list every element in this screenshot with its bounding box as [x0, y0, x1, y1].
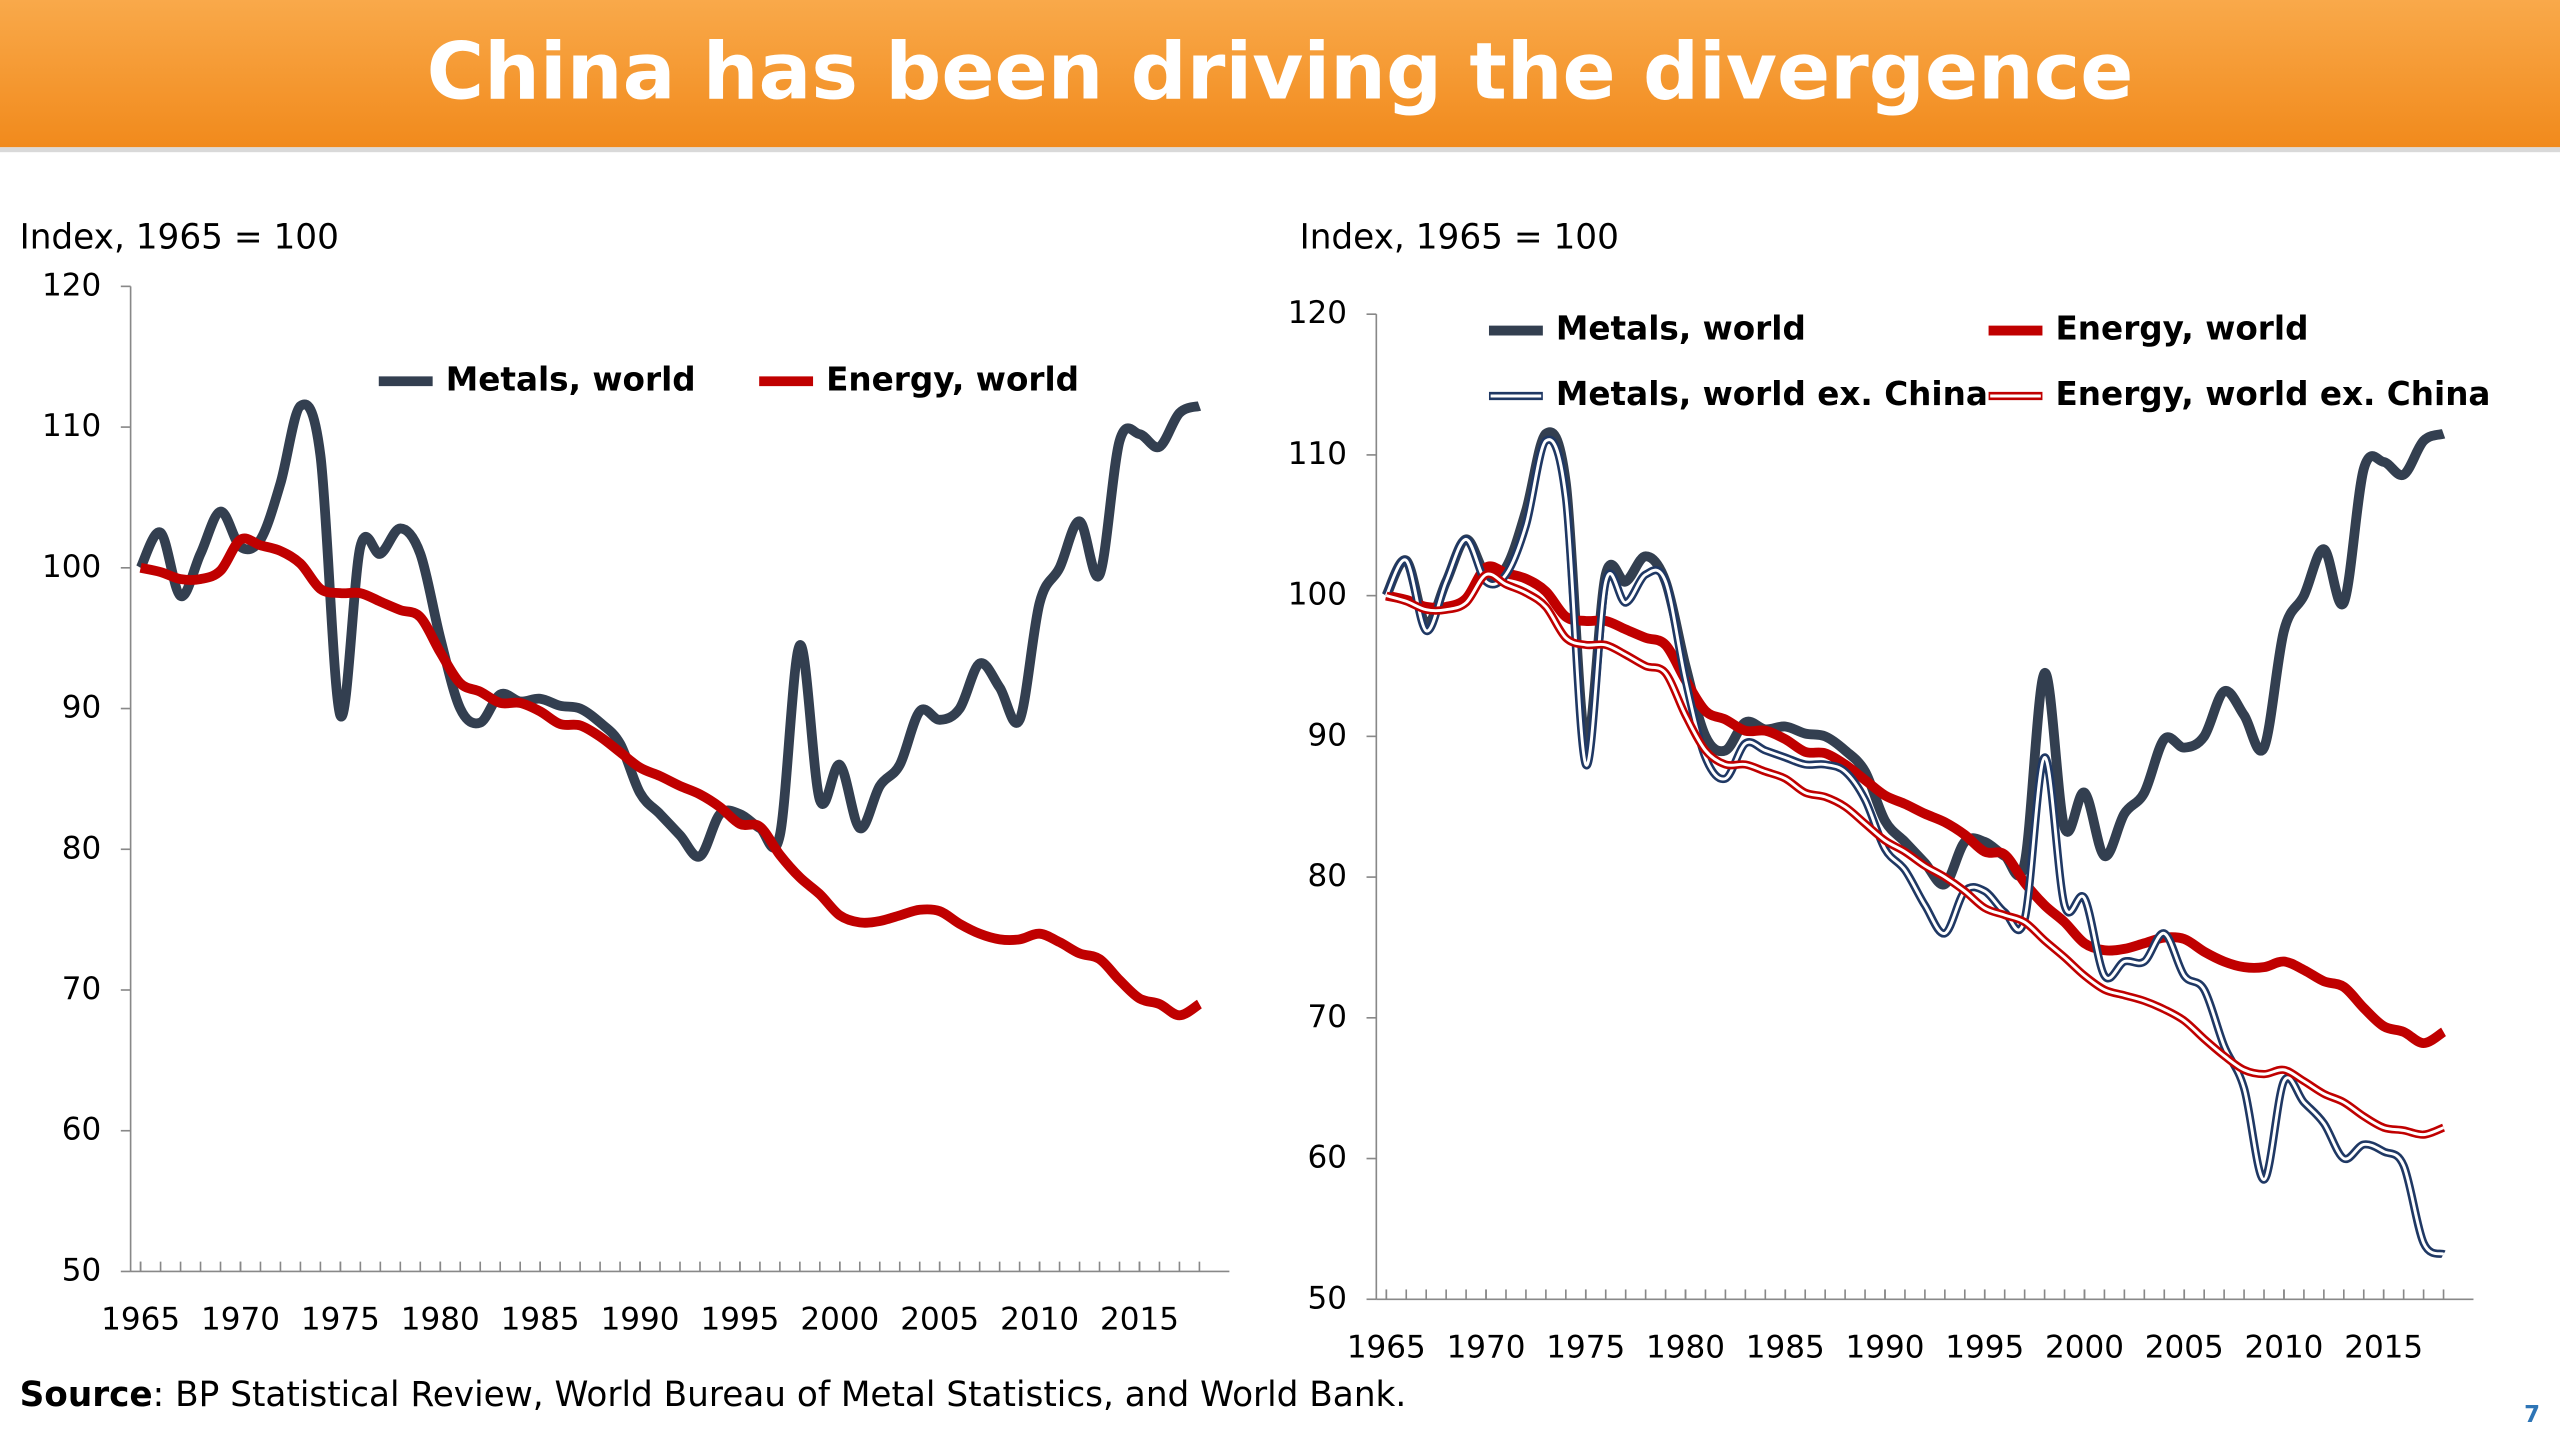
y-tick-label: 120 — [1288, 295, 1347, 331]
x-tick-label: 1985 — [1746, 1329, 1825, 1365]
x-tick-label: 1995 — [1945, 1329, 2024, 1365]
x-tick-label: 1975 — [301, 1302, 380, 1338]
page-number: 7 — [2524, 1402, 2540, 1428]
y-tick-label: 60 — [62, 1112, 101, 1148]
y-tick-label: 80 — [62, 830, 101, 866]
x-tick-label: 1965 — [101, 1302, 180, 1338]
legend-label: Metals, world — [1556, 310, 1806, 348]
legend-label: Metals, world ex. China — [1556, 375, 1988, 413]
x-tick-label: 1990 — [1846, 1329, 1925, 1365]
header-shadow — [0, 147, 2560, 153]
series-line — [1381, 427, 2446, 890]
axis-label: Index, 1965 = 100 — [20, 217, 339, 257]
source-text: : BP Statistical Review, World Bureau of… — [153, 1374, 1407, 1414]
y-tick-label: 100 — [42, 549, 101, 585]
y-tick-label: 110 — [1288, 436, 1347, 472]
x-tick-label: 2010 — [1000, 1302, 1079, 1338]
series-line — [136, 399, 1202, 862]
source-label: Source — [20, 1374, 153, 1414]
y-tick-label: 90 — [62, 690, 101, 726]
legend-label: Metals, world — [446, 360, 696, 398]
legend-label: Energy, world ex. China — [2056, 375, 2491, 413]
header-bar — [0, 0, 2560, 148]
y-tick-label: 100 — [1288, 577, 1347, 613]
y-tick-label: 70 — [62, 971, 101, 1007]
source-note: Source: BP Statistical Review, World Bur… — [20, 1374, 1407, 1414]
x-tick-label: 2015 — [2344, 1329, 2423, 1365]
series-line — [139, 533, 1203, 1021]
series-line-inner — [1384, 438, 2445, 1256]
legend-label: Energy, world — [2056, 310, 2309, 348]
x-tick-label: 1970 — [1447, 1329, 1526, 1365]
x-tick-label: 2015 — [1100, 1302, 1179, 1338]
y-tick-label: 70 — [1307, 999, 1346, 1035]
series-line-inner — [1385, 572, 2445, 1137]
x-tick-label: 1990 — [601, 1302, 680, 1338]
legend-label: Energy, world — [826, 360, 1079, 398]
x-tick-label: 1965 — [1347, 1329, 1426, 1365]
x-tick-label: 2005 — [2145, 1329, 2224, 1365]
y-tick-label: 120 — [42, 267, 101, 303]
y-tick-label: 80 — [1307, 858, 1346, 894]
y-tick-label: 50 — [1307, 1280, 1346, 1316]
series-line — [1385, 561, 2447, 1049]
x-tick-label: 2005 — [900, 1302, 979, 1338]
x-tick-label: 2010 — [2245, 1329, 2324, 1365]
slide-title: China has been driving the divergence — [427, 25, 2134, 117]
y-tick-label: 90 — [1307, 717, 1346, 753]
x-tick-label: 1995 — [700, 1302, 779, 1338]
y-tick-label: 110 — [42, 408, 101, 444]
x-tick-label: 1985 — [501, 1302, 580, 1338]
x-tick-label: 1970 — [201, 1302, 280, 1338]
x-tick-label: 1975 — [1546, 1329, 1625, 1365]
series-line — [1385, 569, 2446, 1139]
y-tick-label: 60 — [1307, 1140, 1346, 1176]
x-tick-label: 2000 — [2045, 1329, 2124, 1365]
x-tick-label: 1980 — [401, 1302, 480, 1338]
y-tick-label: 50 — [62, 1252, 101, 1288]
x-tick-label: 1980 — [1646, 1329, 1725, 1365]
x-tick-label: 2000 — [800, 1302, 879, 1338]
axis-label: Index, 1965 = 100 — [1300, 217, 1619, 257]
